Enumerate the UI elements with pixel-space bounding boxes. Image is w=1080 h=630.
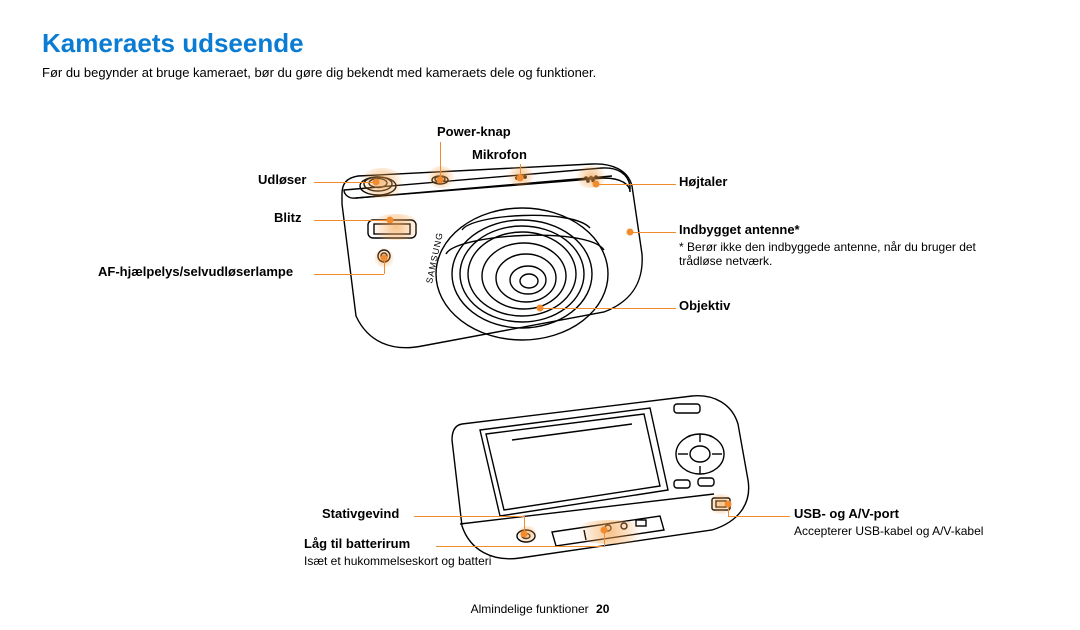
page-number: 20 [596,602,609,616]
page-subtitle: Før du begynder at bruge kameraet, bør d… [42,65,1038,80]
leader-batterirum [436,546,604,547]
label-udloser: Udløser [258,172,306,187]
dot-af-lampe [381,255,388,262]
leader-objektiv [540,308,676,309]
leader-af-lampe [314,274,384,275]
dot-blitz [387,217,394,224]
camera-front-svg: SAMSUNG [312,134,672,364]
label-mikrofon: Mikrofon [472,147,527,162]
dot-power-knap [437,177,444,184]
label-hojtaler: Højtaler [679,174,727,189]
leader-blitz [314,220,390,221]
note-antenne: * Berør ikke den indbyggede antenne, når… [679,240,999,268]
dot-stativgevind [521,531,528,538]
leader-stativgevind [414,516,524,517]
dot-hojtaler [593,181,600,188]
leader-hojtaler [596,184,676,185]
label-objektiv: Objektiv [679,298,730,313]
note-batterirum: Isæt et hukommelseskort og batteri [304,554,491,568]
label-af-lampe: AF-hjælpelys/selvudløserlampe [98,264,293,279]
svg-text:SAMSUNG: SAMSUNG [424,231,445,284]
leader-power-knap [440,142,441,180]
label-antenne: Indbygget antenne* [679,222,800,237]
dot-usb [725,501,732,508]
glow-battery [570,520,650,544]
glow-shutter [358,168,406,198]
leader-udloser [314,182,376,183]
note-antenne-text: Berør ikke den indbyggede antenne, når d… [679,240,976,268]
label-usb-port: USB- og A/V-port [794,506,899,521]
leader-antenne [630,232,676,233]
note-antenne-star: * [679,240,687,254]
page-footer: Almindelige funktioner 20 [0,602,1080,616]
dot-udloser [373,179,380,186]
label-blitz: Blitz [274,210,301,225]
leader-usb [728,516,790,517]
dot-objektiv [537,305,544,312]
page-title: Kameraets udseende [42,28,1038,59]
footer-text: Almindelige funktioner [471,602,589,616]
dot-mikrofon [517,175,524,182]
note-usb-port: Accepterer USB-kabel og A/V-kabel [794,524,983,538]
label-batterirum: Låg til batterirum [304,536,410,551]
dot-antenne [627,229,634,236]
dot-batterirum [601,527,608,534]
glow-flash [368,214,424,240]
label-power-knap: Power-knap [437,124,511,139]
label-stativgevind: Stativgevind [322,506,399,521]
diagram-area: SAMSUNG Power-knap Mikrofon [42,94,1038,564]
